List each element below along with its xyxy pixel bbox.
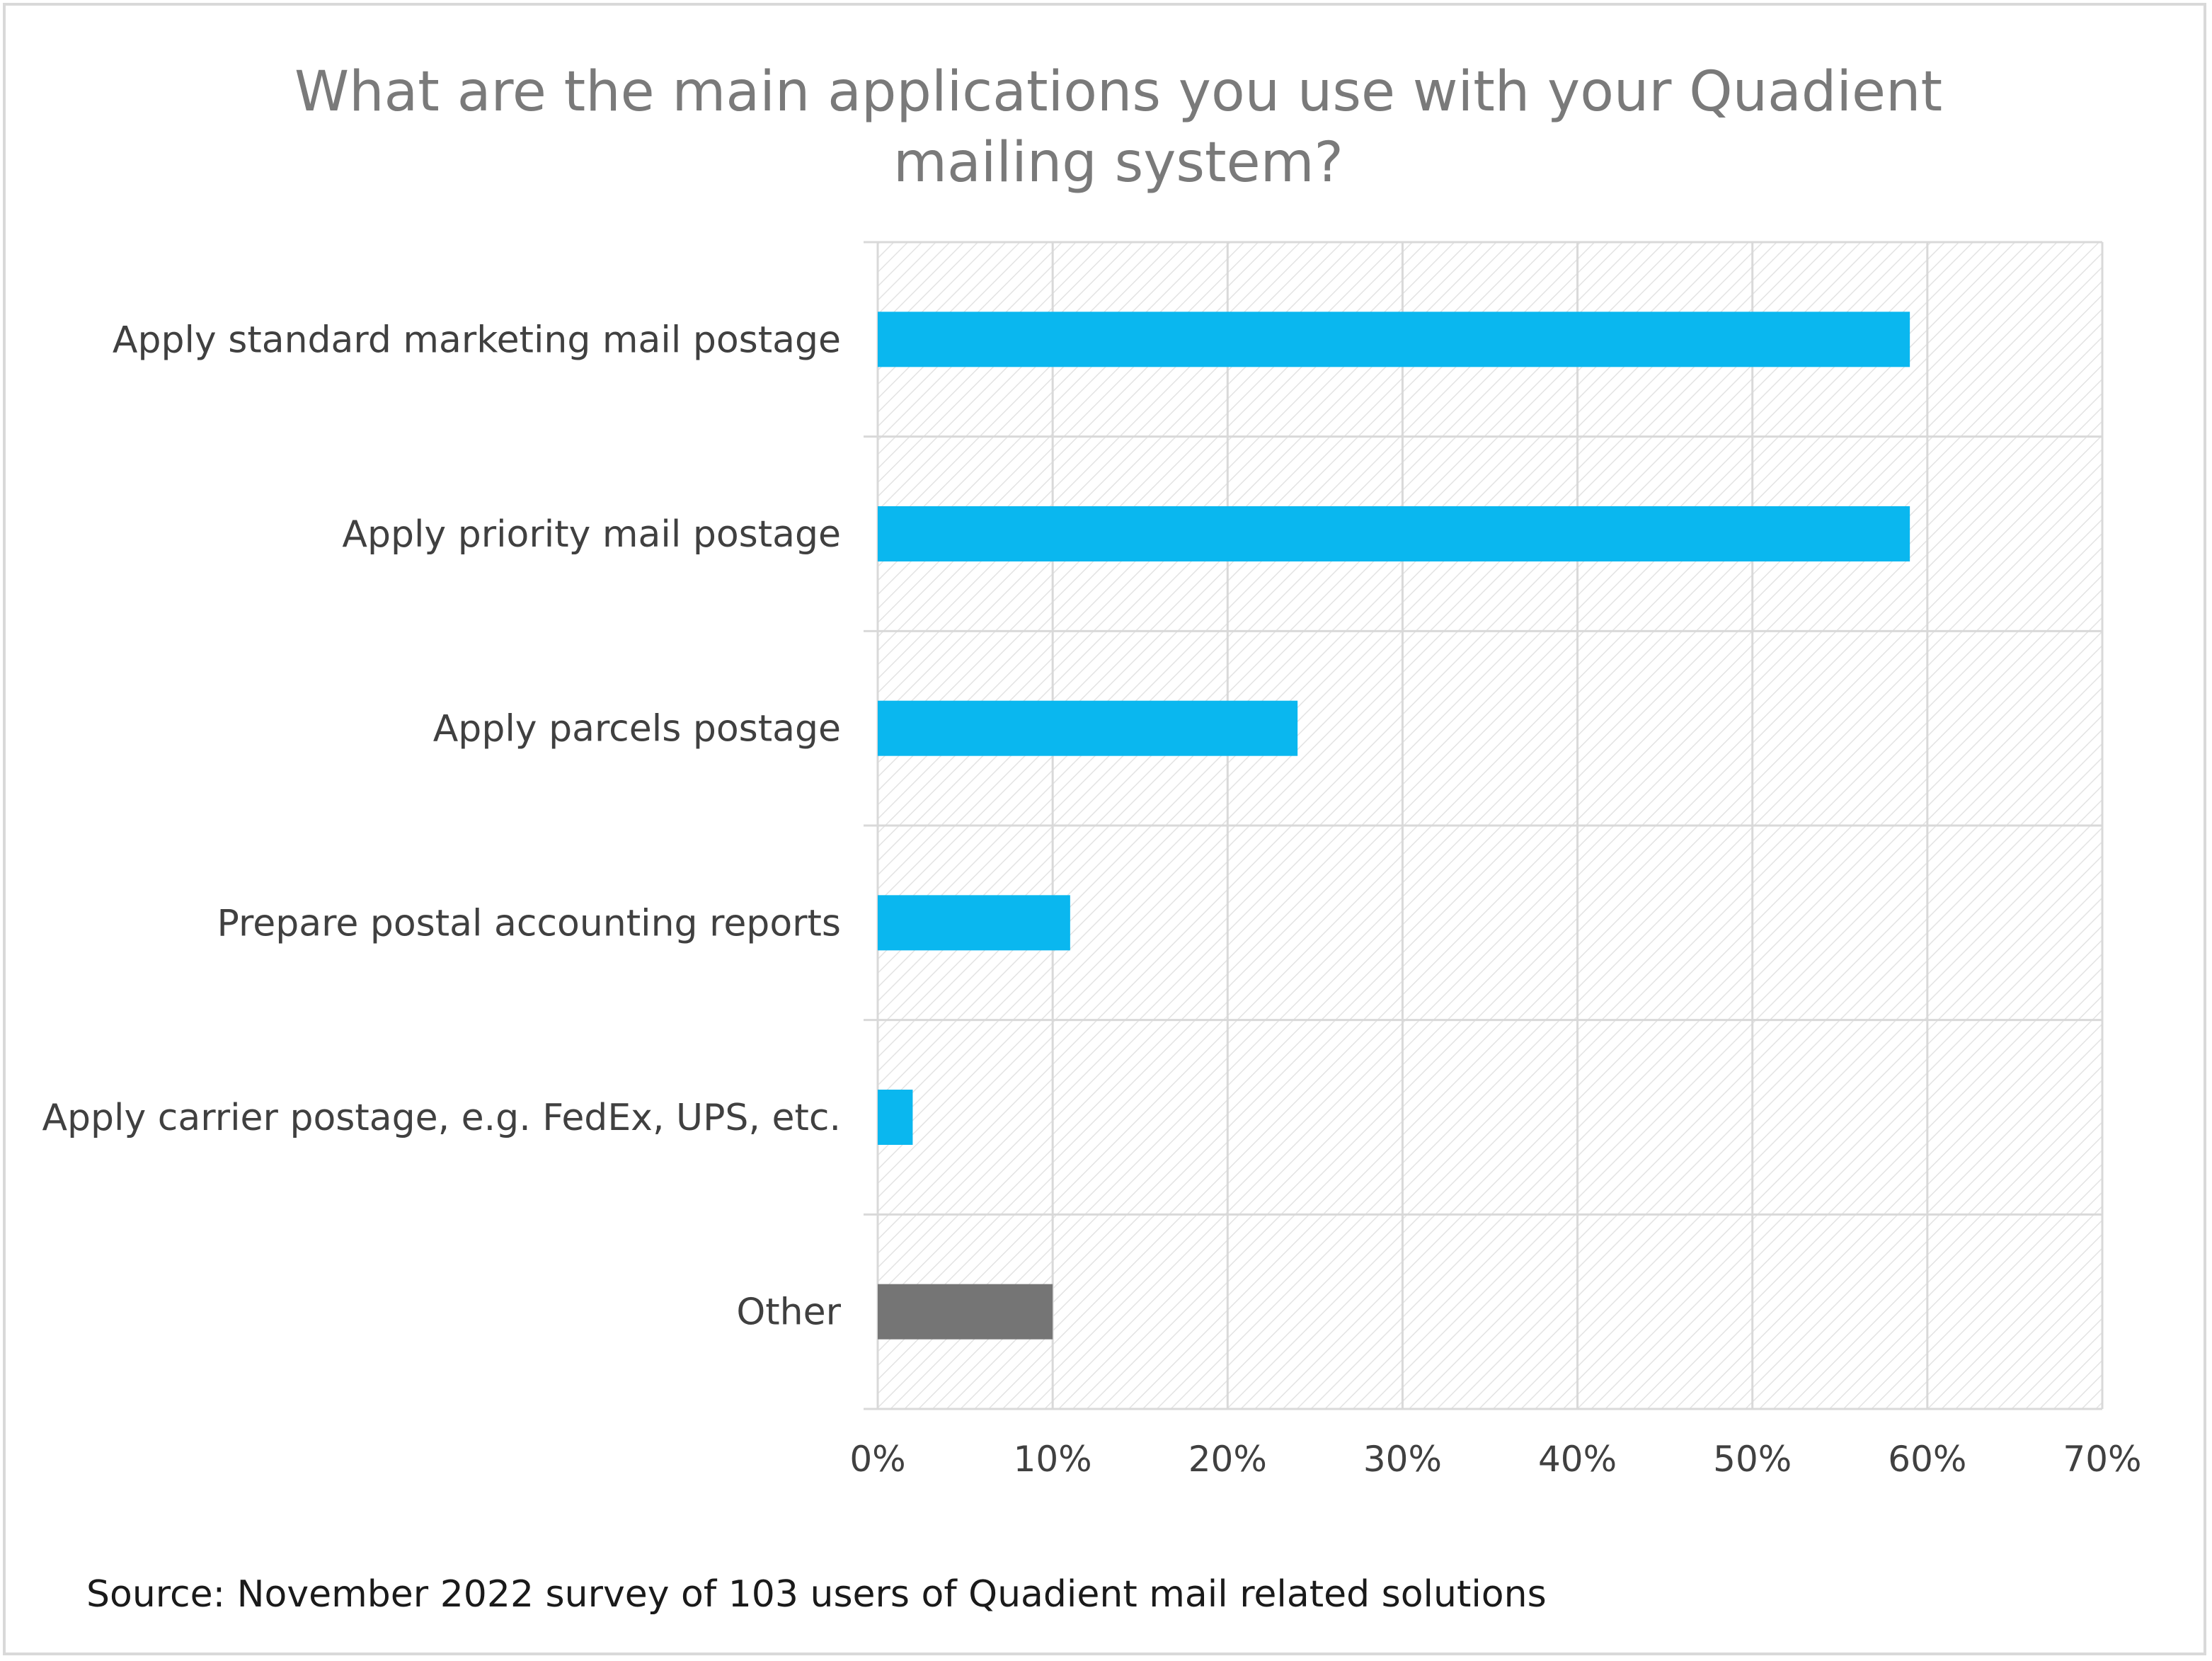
bar bbox=[878, 895, 1070, 951]
x-tick-label: 0% bbox=[849, 1439, 905, 1480]
bar bbox=[878, 700, 1298, 756]
x-axis-tick-labels: 0% 10% 20% 30% 40% 50% 60% 70% bbox=[849, 1439, 2141, 1480]
category-label: Apply carrier postage, e.g. FedEx, UPS, … bbox=[42, 1097, 841, 1139]
bar bbox=[878, 506, 1910, 561]
bar bbox=[878, 1284, 1053, 1340]
x-tick-label: 60% bbox=[1888, 1439, 1966, 1480]
chart-title-line-1: What are the main applications you use w… bbox=[294, 60, 1943, 124]
category-label: Apply parcels postage bbox=[433, 708, 841, 750]
category-label: Apply priority mail postage bbox=[342, 513, 841, 556]
category-label: Other bbox=[736, 1291, 841, 1334]
x-tick-label: 50% bbox=[1713, 1439, 1792, 1480]
gridlines bbox=[864, 241, 2104, 1410]
category-labels: Apply standard marketing mail postage App… bbox=[42, 319, 841, 1333]
category-label: Prepare postal accounting reports bbox=[217, 902, 841, 944]
chart-title: What are the main applications you use w… bbox=[0, 57, 2212, 198]
category-label: Apply standard marketing mail postage bbox=[113, 319, 841, 361]
x-tick-label: 10% bbox=[1014, 1439, 1092, 1480]
x-tick-label: 20% bbox=[1188, 1439, 1267, 1480]
bar bbox=[878, 1090, 913, 1145]
chart-title-line-2: mailing system? bbox=[893, 131, 1343, 195]
bar bbox=[878, 312, 1910, 367]
bars bbox=[878, 312, 1910, 1340]
x-tick-label: 30% bbox=[1363, 1439, 1442, 1480]
x-tick-label: 40% bbox=[1538, 1439, 1617, 1480]
source-note: Source: November 2022 survey of 103 user… bbox=[86, 1573, 1547, 1616]
x-tick-label: 70% bbox=[2063, 1439, 2141, 1480]
